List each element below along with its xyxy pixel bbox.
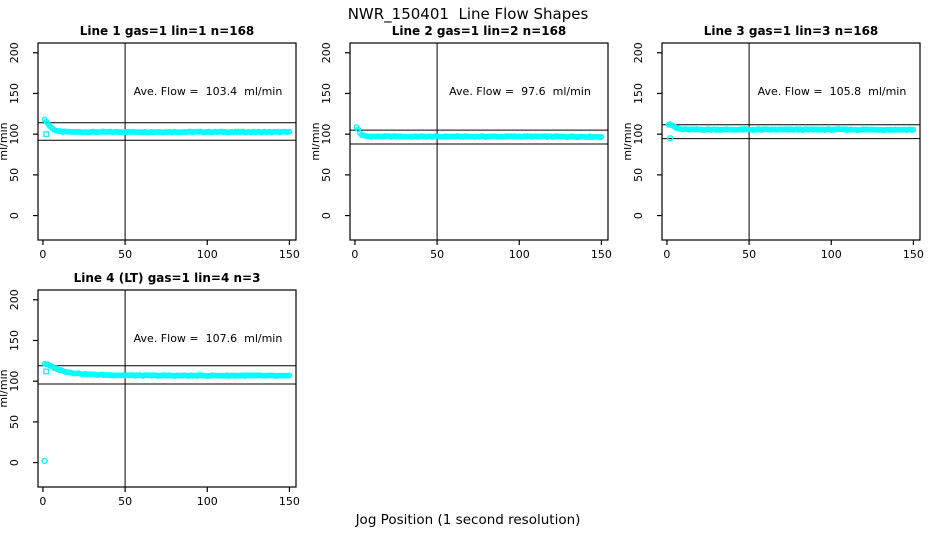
svg-text:0: 0 <box>320 212 333 219</box>
ave-flow-annotation: Ave. Flow = 105.8 ml/min <box>757 85 907 98</box>
y-axis-label: ml/min <box>0 369 10 407</box>
svg-text:50: 50 <box>632 168 645 182</box>
panel-title: Line 2 gas=1 lin=2 n=168 <box>391 24 567 38</box>
svg-text:100: 100 <box>197 495 218 508</box>
svg-text:150: 150 <box>632 83 645 104</box>
panel-line-4: 0 50 100 150 0 50 100 150 200 ml/min Line 4 (LT) … <box>0 267 312 514</box>
y-axis-ticks: 0 50 100 150 200 <box>320 42 350 219</box>
svg-text:200: 200 <box>632 42 645 63</box>
svg-text:150: 150 <box>8 83 21 104</box>
x-axis-ticks: 0 50 100 150 <box>39 240 300 261</box>
svg-text:100: 100 <box>632 124 645 145</box>
svg-text:50: 50 <box>742 248 756 261</box>
x-axis-ticks: 0 50 100 150 <box>39 487 300 508</box>
svg-text:100: 100 <box>320 124 333 145</box>
svg-text:150: 150 <box>279 248 300 261</box>
x-axis-ticks: 0 50 100 150 <box>663 240 924 261</box>
panel-title: Line 1 gas=1 lin=1 n=168 <box>79 24 255 38</box>
svg-text:0: 0 <box>663 248 670 261</box>
outlier-points <box>667 135 674 142</box>
svg-text:50: 50 <box>8 168 21 182</box>
plot-box <box>661 42 921 241</box>
ref-lines <box>662 124 920 140</box>
svg-text:100: 100 <box>8 371 21 392</box>
y-axis-label: ml/min <box>312 122 322 160</box>
svg-text:150: 150 <box>903 248 924 261</box>
y-axis-ticks: 0 50 100 150 200 <box>8 42 38 219</box>
svg-text:50: 50 <box>430 248 444 261</box>
svg-text:150: 150 <box>320 83 333 104</box>
svg-text:50: 50 <box>320 168 333 182</box>
svg-text:0: 0 <box>8 212 21 219</box>
plot-area-line-4: 0 50 100 150 0 50 100 150 200 ml/min <box>0 289 300 508</box>
outlier-points <box>41 368 50 465</box>
panel-title: Line 3 gas=1 lin=3 n=168 <box>703 24 879 38</box>
svg-text:200: 200 <box>8 289 21 310</box>
ave-flow-annotation: Ave. Flow = 103.4 ml/min <box>133 85 283 98</box>
data-points <box>41 360 293 379</box>
y-axis-label: ml/min <box>0 122 10 160</box>
y-axis-ticks: 0 50 100 150 200 <box>8 289 38 466</box>
svg-text:50: 50 <box>8 415 21 429</box>
ave-flow-annotation: Ave. Flow = 97.6 ml/min <box>449 85 591 98</box>
svg-text:0: 0 <box>39 248 46 261</box>
x-axis-ticks: 0 50 100 150 <box>351 240 612 261</box>
svg-text:100: 100 <box>821 248 842 261</box>
svg-text:150: 150 <box>8 330 21 351</box>
plot-box <box>37 289 297 488</box>
svg-text:0: 0 <box>39 495 46 508</box>
data-points <box>353 124 605 141</box>
svg-text:150: 150 <box>279 495 300 508</box>
y-axis-ticks: 0 50 100 150 200 <box>632 42 662 219</box>
y-axis-label: ml/min <box>624 122 634 160</box>
chart-title: NWR_150401 Line Flow Shapes <box>347 5 589 23</box>
panel-line-2: 0 50 100 150 0 50 100 150 200 ml/min Line 2 gas=1… <box>312 20 624 267</box>
svg-text:0: 0 <box>8 459 21 466</box>
svg-text:100: 100 <box>197 248 218 261</box>
svg-text:0: 0 <box>351 248 358 261</box>
svg-text:50: 50 <box>118 495 132 508</box>
svg-text:100: 100 <box>509 248 530 261</box>
svg-text:200: 200 <box>8 42 21 63</box>
svg-text:50: 50 <box>118 248 132 261</box>
ref-lines <box>38 365 296 385</box>
panel-line-3: 0 50 100 150 0 50 100 150 200 ml/min Line 3 gas=1… <box>624 20 936 267</box>
plot-area-line-1: 0 50 100 150 0 50 100 150 200 ml/min <box>0 42 300 261</box>
plot-area-line-3: 0 50 100 150 0 50 100 150 200 ml/min <box>624 42 924 261</box>
outlier-points <box>43 131 50 138</box>
svg-text:100: 100 <box>8 124 21 145</box>
plot-box <box>37 42 297 241</box>
plot-area-line-2: 0 50 100 150 0 50 100 150 200 ml/min <box>312 42 612 261</box>
svg-text:200: 200 <box>320 42 333 63</box>
panel-line-1: 0 50 100 150 0 50 100 150 200 ml/min Line 1 gas=1… <box>0 20 312 267</box>
ref-lines <box>350 129 608 145</box>
ave-flow-annotation: Ave. Flow = 107.6 ml/min <box>133 332 283 345</box>
data-points <box>41 116 293 136</box>
plot-box <box>349 42 609 241</box>
panel-title: Line 4 (LT) gas=1 lin=4 n=3 <box>73 271 261 285</box>
svg-text:150: 150 <box>591 248 612 261</box>
svg-text:0: 0 <box>632 212 645 219</box>
x-axis-label: Jog Position (1 second resolution) <box>355 512 581 528</box>
ref-lines <box>38 122 296 141</box>
data-points <box>665 121 917 134</box>
